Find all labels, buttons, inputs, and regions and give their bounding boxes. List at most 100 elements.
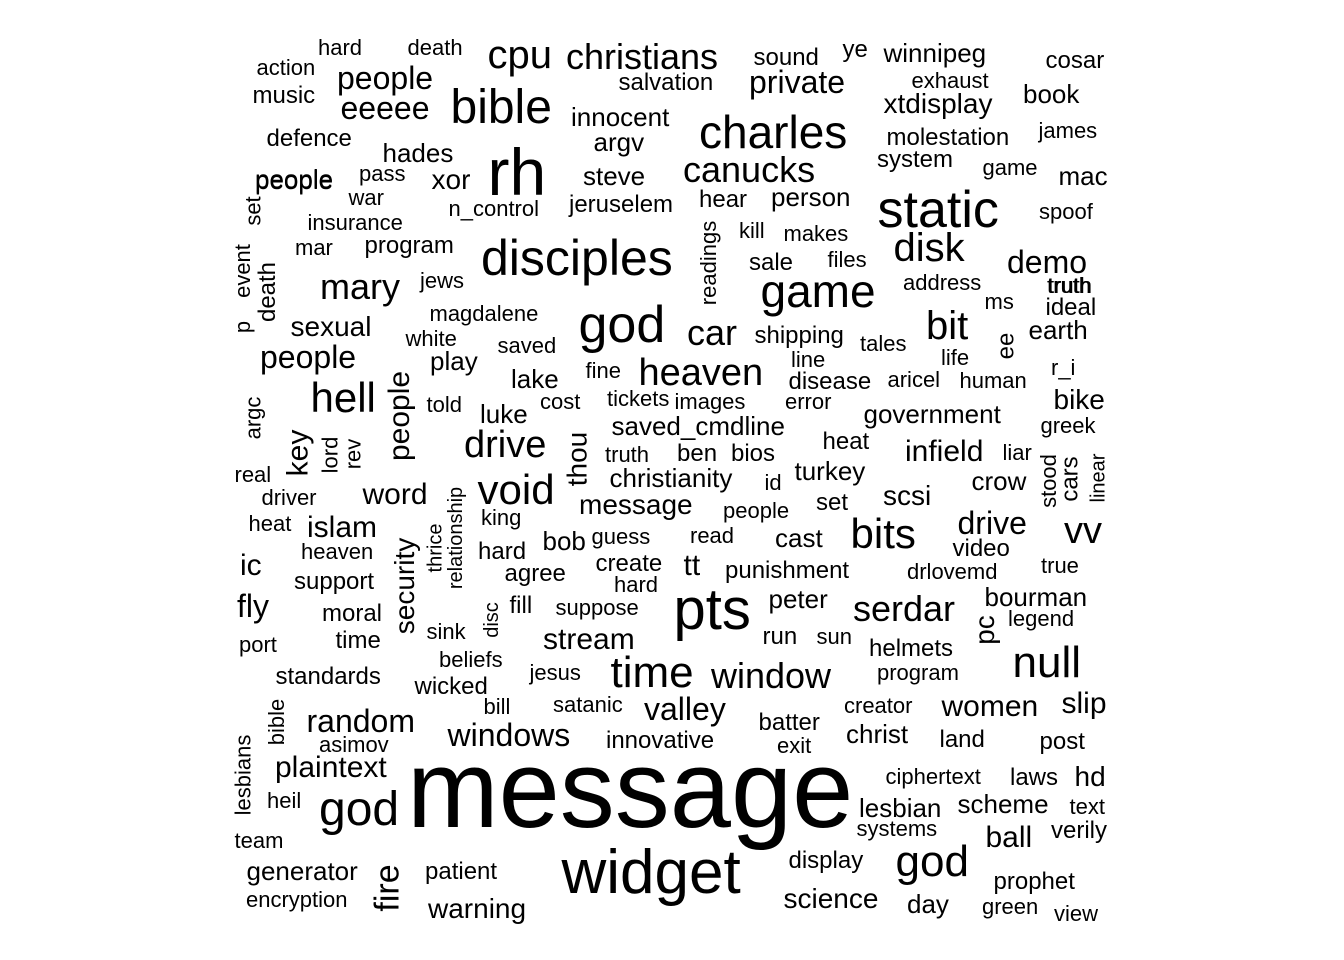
word-king: king: [481, 505, 522, 530]
word-system: system: [877, 146, 954, 173]
word-ee: ee: [991, 332, 1019, 360]
word-verily: verily: [1051, 817, 1108, 844]
word-people: people: [255, 164, 334, 194]
word-told: told: [426, 392, 462, 417]
word-guess: guess: [591, 524, 651, 549]
word-fill: fill: [509, 592, 533, 619]
word-bike: bike: [1053, 384, 1105, 415]
word-static: static: [877, 181, 999, 239]
word-shipping: shipping: [754, 322, 844, 349]
word-christ: christ: [846, 719, 909, 749]
word-hear: hear: [699, 186, 748, 213]
word-insurance: insurance: [307, 210, 403, 235]
word-patient: patient: [425, 858, 498, 885]
word-slip: slip: [1061, 687, 1107, 720]
word-makes: makes: [783, 221, 849, 246]
word-lesbians: lesbians: [229, 734, 255, 816]
word-drlovemd: drlovemd: [907, 559, 998, 584]
word-text: text: [1069, 794, 1105, 819]
word-legend: legend: [1008, 606, 1075, 631]
word-cosar: cosar: [1045, 47, 1105, 74]
word-void: void: [477, 466, 555, 513]
word-tickets: tickets: [607, 386, 670, 411]
word-view: view: [1054, 901, 1099, 926]
word-windows: windows: [447, 717, 571, 753]
word-mar: mar: [295, 235, 333, 260]
word-defence: defence: [266, 125, 352, 152]
word-serdar: serdar: [853, 588, 956, 629]
word-bit: bit: [926, 304, 969, 348]
word-warning: warning: [428, 893, 527, 924]
word-time: time: [610, 648, 694, 697]
word-beliefs: beliefs: [439, 647, 503, 672]
word-winnipeg: winnipeg: [883, 38, 987, 68]
word-women: women: [941, 690, 1039, 723]
word-lord: lord: [316, 436, 342, 474]
word-drive: drive: [464, 424, 547, 466]
word-turkey: turkey: [794, 456, 866, 486]
word-ideal: ideal: [1045, 294, 1097, 321]
word-private: private: [749, 64, 846, 100]
word-kill: kill: [739, 218, 765, 243]
word-book: book: [1023, 79, 1080, 109]
word-support: support: [294, 568, 375, 595]
word-cars: cars: [1056, 456, 1084, 502]
word-xtdisplay: xtdisplay: [883, 88, 993, 119]
word-heat: heat: [822, 428, 870, 455]
word-sound: sound: [753, 44, 819, 71]
word-action: action: [256, 55, 316, 80]
word-standards: standards: [275, 663, 381, 690]
word-saved: saved: [497, 333, 557, 358]
word-agree: agree: [504, 560, 566, 587]
word-time: time: [335, 627, 381, 654]
word-xor: xor: [431, 164, 471, 195]
word-charles: charles: [699, 106, 848, 158]
word-helmets: helmets: [869, 635, 954, 662]
word-christianity: christianity: [609, 463, 733, 493]
word-life: life: [941, 345, 970, 370]
word-linear: linear: [1086, 453, 1109, 503]
word-bill: bill: [483, 694, 511, 719]
word-ic: ic: [240, 549, 262, 582]
word-wicked: wicked: [414, 673, 488, 700]
word-sexual: sexual: [290, 311, 372, 342]
word-hd: hd: [1074, 761, 1106, 792]
word-ciphertext: ciphertext: [885, 764, 981, 789]
word-driver: driver: [261, 485, 317, 510]
word-government: government: [863, 399, 1001, 429]
word-argv: argv: [593, 127, 645, 157]
word-team: team: [234, 828, 284, 853]
word-lake: lake: [511, 364, 559, 394]
word-window: window: [711, 655, 832, 696]
word-sink: sink: [426, 619, 466, 644]
word-hard: hard: [318, 35, 363, 60]
word-god: god: [895, 837, 969, 886]
word-people: people: [260, 339, 357, 375]
word-sun: sun: [816, 624, 852, 649]
word-war: war: [348, 185, 384, 210]
word-fire: fire: [368, 864, 407, 912]
word-science: science: [783, 883, 879, 914]
word-bible: bible: [450, 81, 552, 134]
word-address: address: [903, 270, 982, 295]
word-exhaust: exhaust: [911, 68, 989, 93]
word-widget: widget: [561, 838, 741, 907]
word-cpu: cpu: [487, 33, 553, 77]
word-generator: generator: [246, 856, 358, 886]
word-program: program: [364, 232, 454, 259]
word-set: set: [240, 196, 266, 226]
word-molestation: molestation: [886, 124, 1010, 151]
word-god: god: [578, 296, 666, 354]
word-program: program: [877, 660, 959, 685]
word-message: message: [579, 489, 693, 520]
word-innocent: innocent: [571, 102, 670, 132]
word-files: files: [827, 247, 867, 272]
word-god: god: [319, 783, 400, 836]
word-saved-cmdline: saved_cmdline: [611, 411, 785, 441]
word-security: security: [389, 537, 421, 635]
word-hell: hell: [310, 374, 376, 421]
word-infield: infield: [905, 435, 984, 468]
word-human: human: [959, 368, 1027, 393]
word-day: day: [907, 889, 949, 919]
word-thou: thou: [560, 431, 592, 487]
